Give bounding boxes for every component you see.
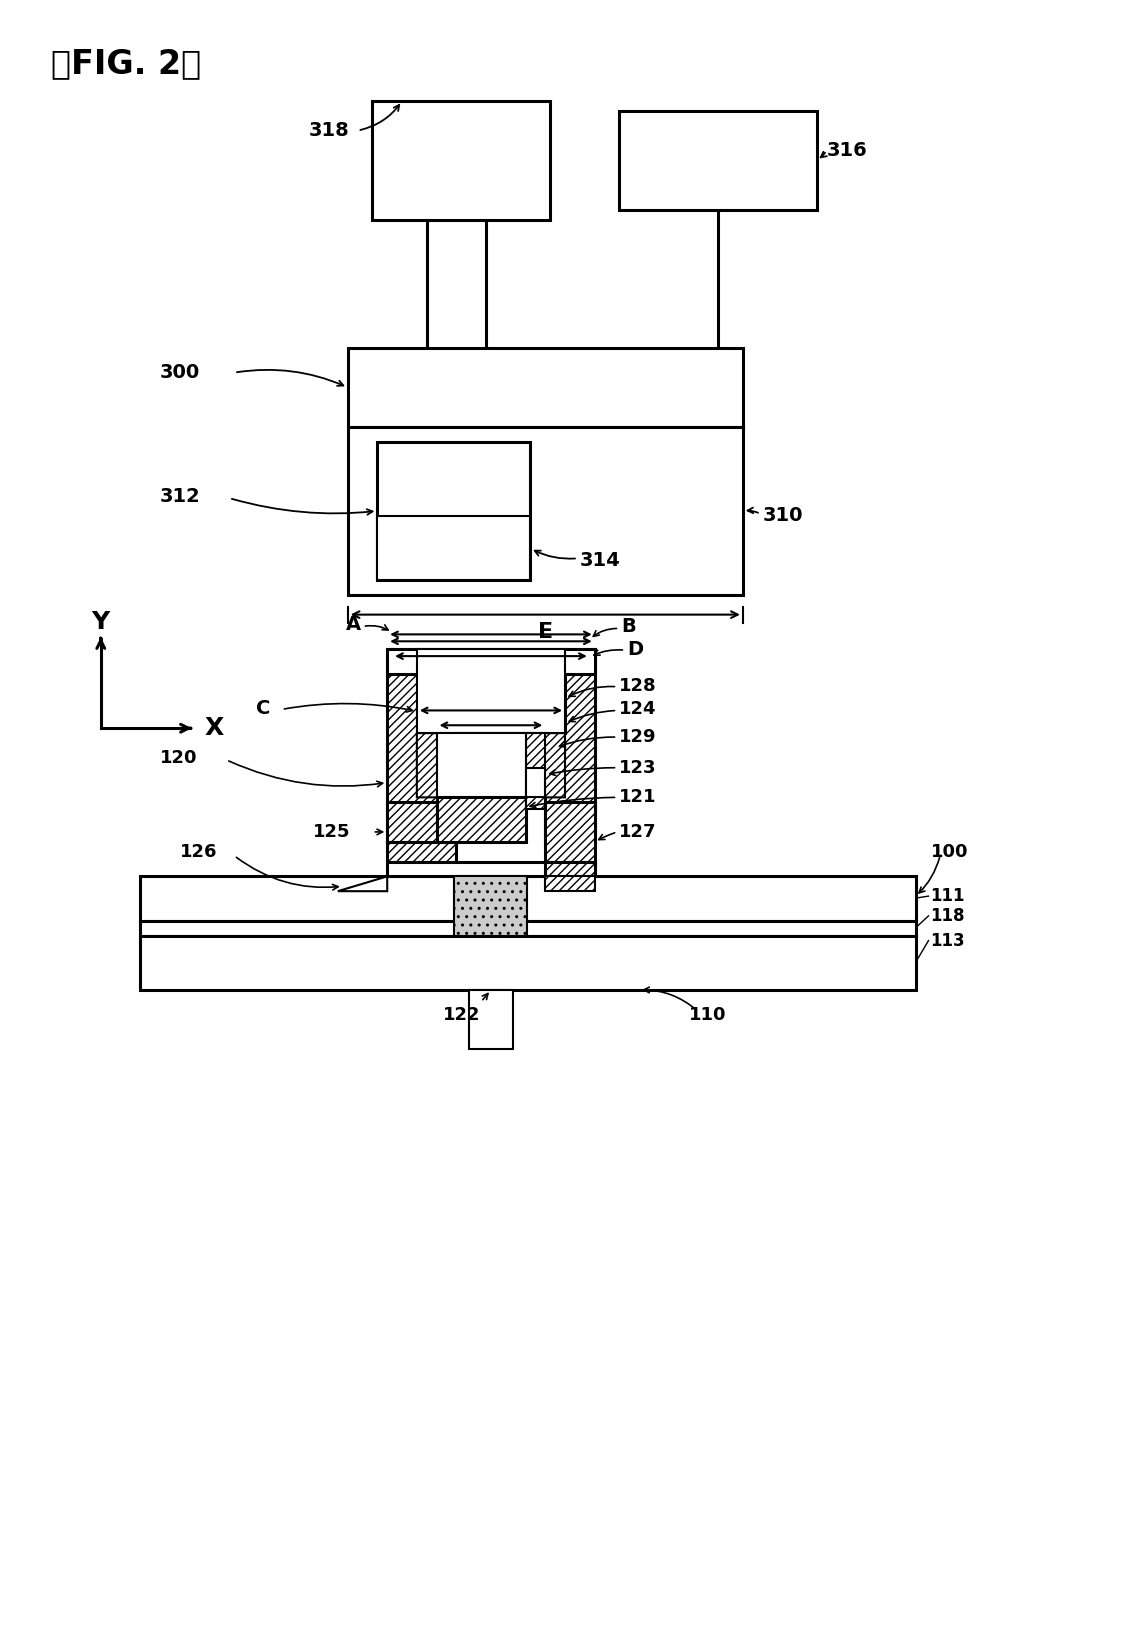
Polygon shape <box>546 649 594 843</box>
Bar <box>387 803 437 843</box>
Polygon shape <box>337 876 387 890</box>
Text: 318: 318 <box>308 121 349 140</box>
Text: 128: 128 <box>619 677 657 695</box>
Text: 124: 124 <box>619 700 657 719</box>
Bar <box>387 843 456 862</box>
Bar <box>387 649 594 674</box>
Bar <box>140 876 916 920</box>
Bar <box>619 111 817 210</box>
Text: 316: 316 <box>826 140 867 160</box>
Bar <box>348 349 743 426</box>
Text: 121: 121 <box>619 788 657 806</box>
Text: 300: 300 <box>160 363 200 382</box>
Text: Y: Y <box>92 610 110 633</box>
Text: 120: 120 <box>160 748 198 767</box>
Bar <box>469 990 513 1049</box>
Polygon shape <box>387 649 437 843</box>
Bar <box>454 876 528 935</box>
Polygon shape <box>417 733 456 798</box>
Bar <box>525 768 546 798</box>
Text: 125: 125 <box>314 823 351 841</box>
Bar <box>437 798 525 843</box>
Text: 129: 129 <box>619 729 657 747</box>
Text: A: A <box>345 615 361 634</box>
Bar <box>387 862 594 876</box>
Text: X: X <box>205 717 224 740</box>
Bar <box>372 101 550 220</box>
Text: 123: 123 <box>619 758 657 776</box>
Text: 110: 110 <box>688 1006 726 1024</box>
Text: 126: 126 <box>180 843 217 861</box>
Text: 312: 312 <box>160 487 200 506</box>
Text: 118: 118 <box>931 907 964 925</box>
Text: 【FIG. 2】: 【FIG. 2】 <box>51 46 201 79</box>
Text: 127: 127 <box>619 823 657 841</box>
Text: 113: 113 <box>931 932 966 950</box>
Bar <box>377 441 531 580</box>
Bar <box>348 426 743 595</box>
Text: D: D <box>627 639 643 659</box>
Bar <box>546 803 594 862</box>
Bar <box>525 733 546 809</box>
Polygon shape <box>546 876 594 890</box>
Bar <box>417 649 565 733</box>
Text: 122: 122 <box>443 1006 480 1024</box>
Bar <box>140 935 916 990</box>
Text: 310: 310 <box>763 507 803 525</box>
Text: B: B <box>621 616 636 636</box>
Text: 314: 314 <box>580 550 620 570</box>
Text: 100: 100 <box>931 843 968 861</box>
Polygon shape <box>525 733 565 798</box>
Text: 111: 111 <box>931 887 964 905</box>
Bar <box>546 862 594 876</box>
Bar <box>140 920 916 935</box>
Text: E: E <box>538 623 552 643</box>
Bar <box>377 515 531 580</box>
Text: C: C <box>256 699 271 719</box>
Bar <box>437 733 525 798</box>
